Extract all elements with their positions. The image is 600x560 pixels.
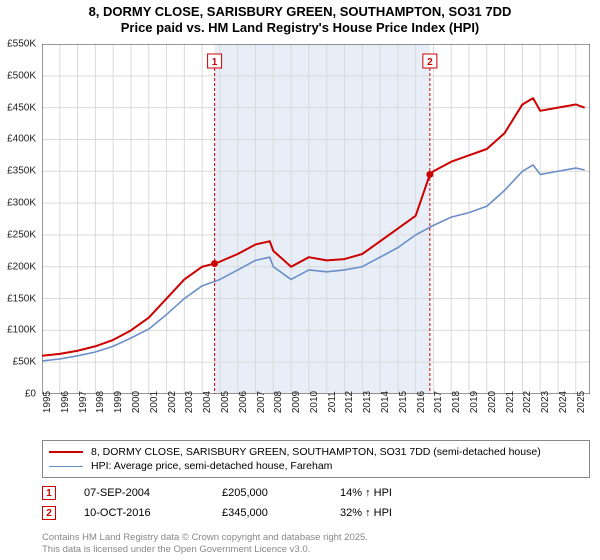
chart-area: 12 £0£50K£100K£150K£200K£250K£300K£350K£… — [42, 44, 590, 394]
x-tick-label: 2014 — [380, 391, 391, 413]
sale-marker-icon: 1 — [42, 486, 56, 500]
x-tick-label: 2013 — [362, 391, 373, 413]
sale-date: 07-SEP-2004 — [84, 487, 194, 499]
x-tick-label: 2017 — [433, 391, 444, 413]
y-tick-label: £100K — [7, 325, 36, 336]
sale-date: 10-OCT-2016 — [84, 507, 194, 519]
x-tick-label: 2004 — [202, 391, 213, 413]
svg-text:1: 1 — [212, 57, 218, 68]
x-tick-label: 2000 — [131, 391, 142, 413]
footer-copyright: Contains HM Land Registry data © Crown c… — [42, 532, 368, 544]
x-tick-label: 2011 — [327, 391, 338, 413]
y-tick-label: £350K — [7, 166, 36, 177]
footer: Contains HM Land Registry data © Crown c… — [42, 532, 368, 556]
footer-license: This data is licensed under the Open Gov… — [42, 544, 368, 556]
y-tick-label: £450K — [7, 102, 36, 113]
sale-comparison: 32% ↑ HPI — [340, 507, 440, 519]
legend-item: 8, DORMY CLOSE, SARISBURY GREEN, SOUTHAM… — [49, 445, 583, 459]
x-tick-label: 2018 — [451, 391, 462, 413]
legend-item: HPI: Average price, semi-detached house,… — [49, 459, 583, 473]
y-tick-label: £500K — [7, 70, 36, 81]
x-tick-label: 1995 — [42, 391, 53, 413]
x-tick-label: 1996 — [60, 391, 71, 413]
sale-comparison: 14% ↑ HPI — [340, 487, 440, 499]
legend-label: 8, DORMY CLOSE, SARISBURY GREEN, SOUTHAM… — [91, 446, 541, 458]
x-tick-label: 1998 — [95, 391, 106, 413]
x-tick-label: 1999 — [113, 391, 124, 413]
legend-swatch — [49, 466, 83, 467]
sale-row: 1 07-SEP-2004 £205,000 14% ↑ HPI — [42, 486, 590, 500]
x-tick-label: 2019 — [469, 391, 480, 413]
x-tick-label: 2020 — [487, 391, 498, 413]
y-tick-label: £400K — [7, 134, 36, 145]
y-tick-label: £50K — [13, 357, 36, 368]
x-tick-label: 2005 — [220, 391, 231, 413]
x-tick-label: 2023 — [540, 391, 551, 413]
x-tick-label: 2015 — [398, 391, 409, 413]
chart-container: 8, DORMY CLOSE, SARISBURY GREEN, SOUTHAM… — [0, 0, 600, 560]
x-tick-label: 2016 — [416, 391, 427, 413]
title-subtitle: Price paid vs. HM Land Registry's House … — [0, 20, 600, 36]
x-tick-label: 2012 — [344, 391, 355, 413]
y-tick-label: £250K — [7, 229, 36, 240]
y-tick-label: £300K — [7, 198, 36, 209]
x-tick-label: 2021 — [505, 391, 516, 413]
x-tick-label: 1997 — [78, 391, 89, 413]
x-tick-label: 2010 — [309, 391, 320, 413]
y-tick-label: £550K — [7, 39, 36, 50]
sale-row: 2 10-OCT-2016 £345,000 32% ↑ HPI — [42, 506, 590, 520]
x-tick-label: 2006 — [238, 391, 249, 413]
x-tick-label: 2009 — [291, 391, 302, 413]
legend-swatch — [49, 451, 83, 453]
sale-price: £345,000 — [222, 507, 312, 519]
x-tick-label: 2024 — [558, 391, 569, 413]
sale-marker-icon: 2 — [42, 506, 56, 520]
x-tick-label: 2001 — [149, 391, 160, 413]
title-block: 8, DORMY CLOSE, SARISBURY GREEN, SOUTHAM… — [0, 0, 600, 37]
sale-price: £205,000 — [222, 487, 312, 499]
y-tick-label: £150K — [7, 293, 36, 304]
line-chart: 12 — [42, 44, 590, 394]
x-tick-label: 2003 — [184, 391, 195, 413]
legend: 8, DORMY CLOSE, SARISBURY GREEN, SOUTHAM… — [42, 440, 590, 478]
y-tick-label: £200K — [7, 261, 36, 272]
x-tick-label: 2007 — [256, 391, 267, 413]
svg-text:2: 2 — [427, 57, 433, 68]
x-tick-label: 2008 — [273, 391, 284, 413]
legend-label: HPI: Average price, semi-detached house,… — [91, 460, 332, 472]
title-address: 8, DORMY CLOSE, SARISBURY GREEN, SOUTHAM… — [0, 4, 600, 20]
x-tick-label: 2025 — [576, 391, 587, 413]
y-tick-label: £0 — [25, 389, 36, 400]
x-tick-label: 2022 — [522, 391, 533, 413]
x-tick-label: 2002 — [167, 391, 178, 413]
